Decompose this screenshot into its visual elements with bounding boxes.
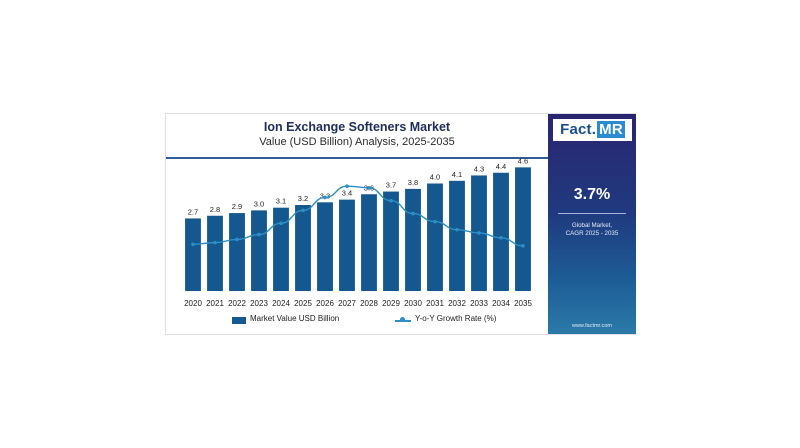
legend-bar-label: Market Value USD Billion (250, 314, 340, 323)
bar-label-2025: 3.2 (298, 194, 308, 203)
x-tick-2026: 2026 (316, 299, 334, 308)
logo-dot: . (591, 121, 597, 138)
cagr-label-line1: Global Market, (571, 222, 613, 229)
website-link[interactable]: www.factmr.com (571, 323, 613, 329)
growth-point-2024 (279, 221, 283, 226)
bar-label-2031: 4.0 (430, 173, 440, 182)
bar-2024 (273, 207, 289, 291)
growth-point-2029 (389, 198, 393, 203)
x-tick-2024: 2024 (272, 299, 290, 308)
factmr-logo: Fact. MR (553, 119, 632, 141)
x-tick-2025: 2025 (294, 299, 312, 308)
growth-point-2027 (345, 184, 349, 188)
chart-card: Ion Exchange Softeners Market Value (USD… (165, 113, 636, 335)
cagr-label-line2: CAGR 2025 - 2035 (565, 230, 619, 237)
bar-2020 (185, 218, 201, 291)
bar-label-2021: 2.8 (210, 205, 220, 214)
bar-2034 (493, 172, 509, 291)
x-tick-2031: 2031 (426, 299, 444, 308)
growth-point-2033 (477, 231, 481, 235)
growth-point-2028 (367, 186, 371, 190)
bar-label-2027: 3.4 (342, 189, 352, 198)
x-tick-2027: 2027 (338, 299, 356, 308)
x-tick-2028: 2028 (360, 299, 378, 308)
growth-point-2030 (411, 211, 415, 216)
bar-2035 (515, 167, 531, 291)
chart-subtitle: Value (USD Billion) Analysis, 2025-2035 (259, 136, 455, 148)
chart-plot: 2.7 2020 2.8 2021 2.9 2022 3.0 2023 3.1 2024 3.2 20… (184, 156, 532, 308)
bar-2029 (383, 191, 399, 291)
growth-point-2022 (235, 237, 239, 242)
growth-point-2026 (323, 195, 327, 200)
cagr-panel: Fact. MR 3.7% Global Market, CAGR 2025 - … (548, 114, 636, 334)
title-divider (166, 157, 548, 159)
legend-line-label: Y-o-Y Growth Rate (%) (415, 314, 497, 323)
bar-label-2035: 4.6 (518, 156, 528, 165)
legend-line-dot (400, 317, 405, 322)
cagr-value: 3.7% (573, 186, 611, 203)
bar-2031 (427, 183, 443, 291)
bar-2023 (251, 210, 267, 291)
x-tick-2032: 2032 (448, 299, 466, 308)
cagr-divider (558, 213, 626, 214)
bar-2032 (449, 180, 465, 291)
bar-label-2030: 3.8 (408, 178, 418, 187)
bar-label-2023: 3.0 (254, 199, 264, 208)
bar-label-2032: 4.1 (452, 170, 462, 179)
x-tick-2033: 2033 (470, 299, 488, 308)
logo-mr-text: MR (597, 121, 625, 138)
growth-point-2023 (257, 232, 261, 237)
growth-point-2021 (213, 240, 217, 245)
bar-2021 (207, 215, 223, 291)
chart-title: Ion Exchange Softeners Market (263, 120, 451, 134)
growth-point-2035 (521, 244, 525, 248)
cagr-label: Global Market, CAGR 2025 - 2035 (548, 222, 636, 238)
bar-2030 (405, 188, 421, 291)
bar-2025 (295, 205, 311, 291)
growth-line (192, 185, 524, 247)
bar-2028 (361, 194, 377, 291)
growth-point-2034 (499, 235, 503, 240)
x-tick-2021: 2021 (206, 299, 224, 308)
x-tick-2022: 2022 (228, 299, 246, 308)
growth-point-2032 (455, 227, 459, 232)
x-tick-2020: 2020 (184, 299, 202, 308)
logo-fact-text: Fact (560, 121, 592, 138)
x-tick-2034: 2034 (492, 299, 510, 308)
x-tick-2035: 2035 (514, 299, 532, 308)
bar-label-2029: 3.7 (386, 181, 396, 190)
bar-label-2022: 2.9 (232, 202, 242, 211)
x-tick-2023: 2023 (250, 299, 268, 308)
growth-point-2020 (191, 242, 195, 247)
bar-label-2034: 4.4 (496, 162, 506, 171)
x-tick-2030: 2030 (404, 299, 422, 308)
bar-2026 (317, 202, 333, 291)
bar-2022 (229, 213, 245, 291)
growth-point-2031 (433, 219, 437, 224)
growth-point-2025 (301, 208, 305, 213)
bar-label-2033: 4.3 (474, 164, 484, 173)
bar-label-2020: 2.7 (188, 207, 198, 216)
legend-bar-swatch (232, 317, 246, 324)
x-tick-2029: 2029 (382, 299, 400, 308)
bar-2027 (339, 199, 355, 291)
bar-label-2024: 3.1 (276, 197, 286, 206)
